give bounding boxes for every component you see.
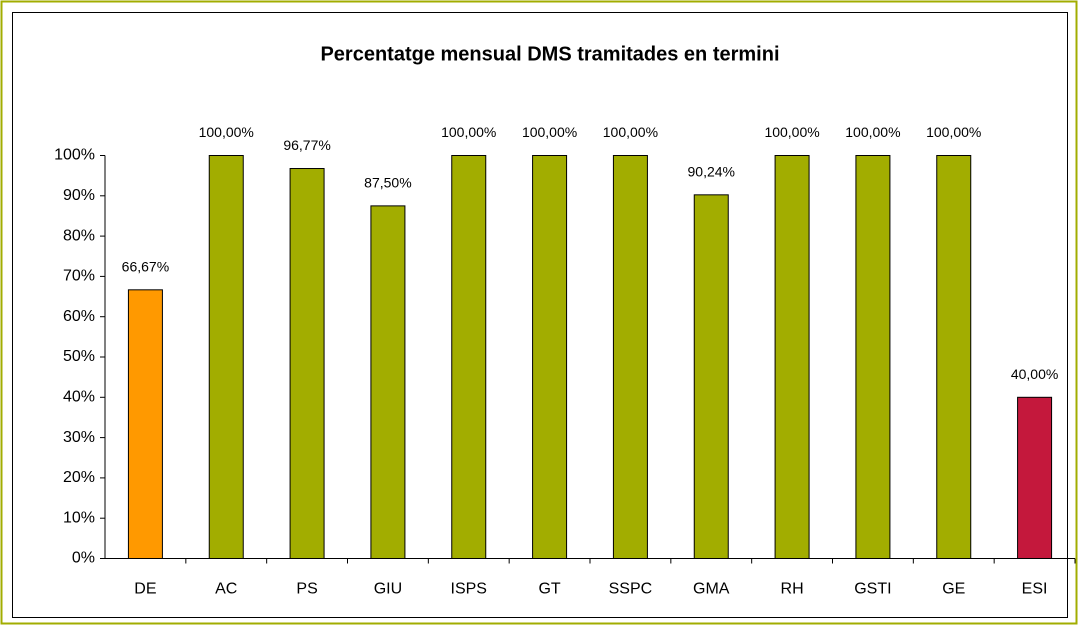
value-label: 100,00%	[764, 124, 819, 140]
x-tick-label: DE	[134, 581, 156, 598]
bar	[936, 155, 972, 559]
x-tick-label: GE	[942, 581, 965, 598]
y-tick-label: 10%	[63, 509, 95, 526]
y-tick-label: 50%	[63, 348, 95, 365]
value-label: 96,77%	[283, 137, 330, 153]
y-tick-label: 100%	[54, 147, 95, 164]
bar	[127, 289, 163, 559]
value-label: 100,00%	[603, 124, 658, 140]
bar	[612, 155, 648, 559]
bar	[370, 205, 406, 559]
value-label: 40,00%	[1011, 366, 1058, 382]
y-tick-label: 90%	[63, 187, 95, 204]
x-tick-label: GMA	[693, 581, 730, 598]
value-label: 100,00%	[199, 124, 254, 140]
x-tick-label: AC	[215, 581, 237, 598]
bar	[532, 155, 568, 559]
y-tick-label: 60%	[63, 308, 95, 325]
chart-title: Percentatge mensual DMS tramitades en te…	[320, 43, 779, 65]
x-tick-label: GIU	[374, 581, 402, 598]
x-tick-label: PS	[296, 581, 317, 598]
x-tick-label: SSPC	[609, 581, 653, 598]
value-label: 100,00%	[926, 124, 981, 140]
bar	[693, 194, 729, 559]
y-tick-label: 0%	[72, 550, 95, 567]
value-label: 87,50%	[364, 175, 411, 191]
value-label: 100,00%	[441, 124, 496, 140]
x-tick-label: GT	[538, 581, 560, 598]
bar	[451, 155, 487, 559]
bar	[1017, 396, 1053, 559]
value-label: 66,67%	[122, 259, 169, 275]
x-tick-label: GSTI	[854, 581, 891, 598]
y-tick-label: 30%	[63, 429, 95, 446]
bar	[208, 155, 244, 559]
value-label: 90,24%	[688, 164, 735, 180]
y-tick-label: 80%	[63, 227, 95, 244]
x-tick-label: ESI	[1022, 581, 1048, 598]
value-label: 100,00%	[522, 124, 577, 140]
bar	[774, 155, 810, 559]
y-tick-label: 70%	[63, 268, 95, 285]
y-tick-label: 20%	[63, 469, 95, 486]
value-label: 100,00%	[845, 124, 900, 140]
bar	[289, 168, 325, 559]
x-tick-label: RH	[781, 581, 804, 598]
y-tick-label: 40%	[63, 389, 95, 406]
bar	[855, 155, 891, 559]
x-tick-label: ISPS	[451, 581, 487, 598]
